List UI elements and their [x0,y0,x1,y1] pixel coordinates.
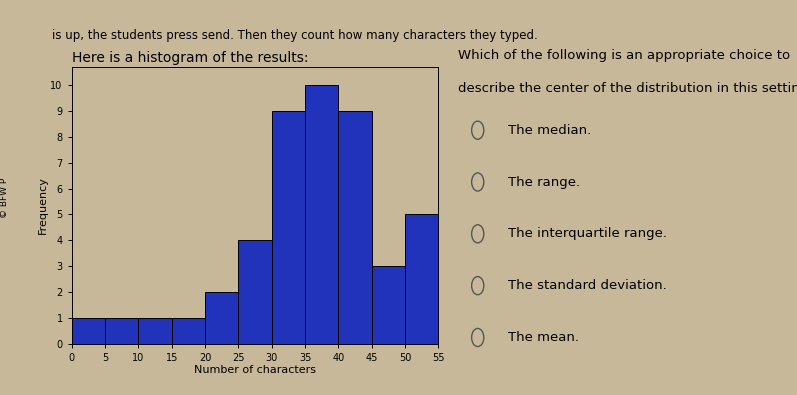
Bar [438,318,472,344]
Text: The median.: The median. [508,124,591,137]
Text: The mean.: The mean. [508,331,579,344]
Bar [371,266,405,344]
Bar [72,318,105,344]
Text: © BFW P: © BFW P [0,177,10,218]
Bar [405,214,438,344]
Text: The range.: The range. [508,175,580,188]
Text: Here is a histogram of the results:: Here is a histogram of the results: [72,51,308,65]
Bar [238,240,272,344]
Text: describe the center of the distribution in this setting?: describe the center of the distribution … [457,82,797,95]
Bar [171,318,205,344]
Text: is up, the students press send. Then they count how many characters they typed.: is up, the students press send. Then the… [52,30,537,42]
Text: The interquartile range.: The interquartile range. [508,228,667,240]
Bar [205,292,238,344]
Bar [305,85,339,344]
Text: Which of the following is an appropriate choice to: Which of the following is an appropriate… [457,49,790,62]
Bar [139,318,171,344]
Y-axis label: Frequency: Frequency [37,177,48,234]
Bar [105,318,139,344]
Bar [272,111,305,344]
X-axis label: Number of characters: Number of characters [194,365,316,376]
Text: The standard deviation.: The standard deviation. [508,279,666,292]
Bar [339,111,371,344]
